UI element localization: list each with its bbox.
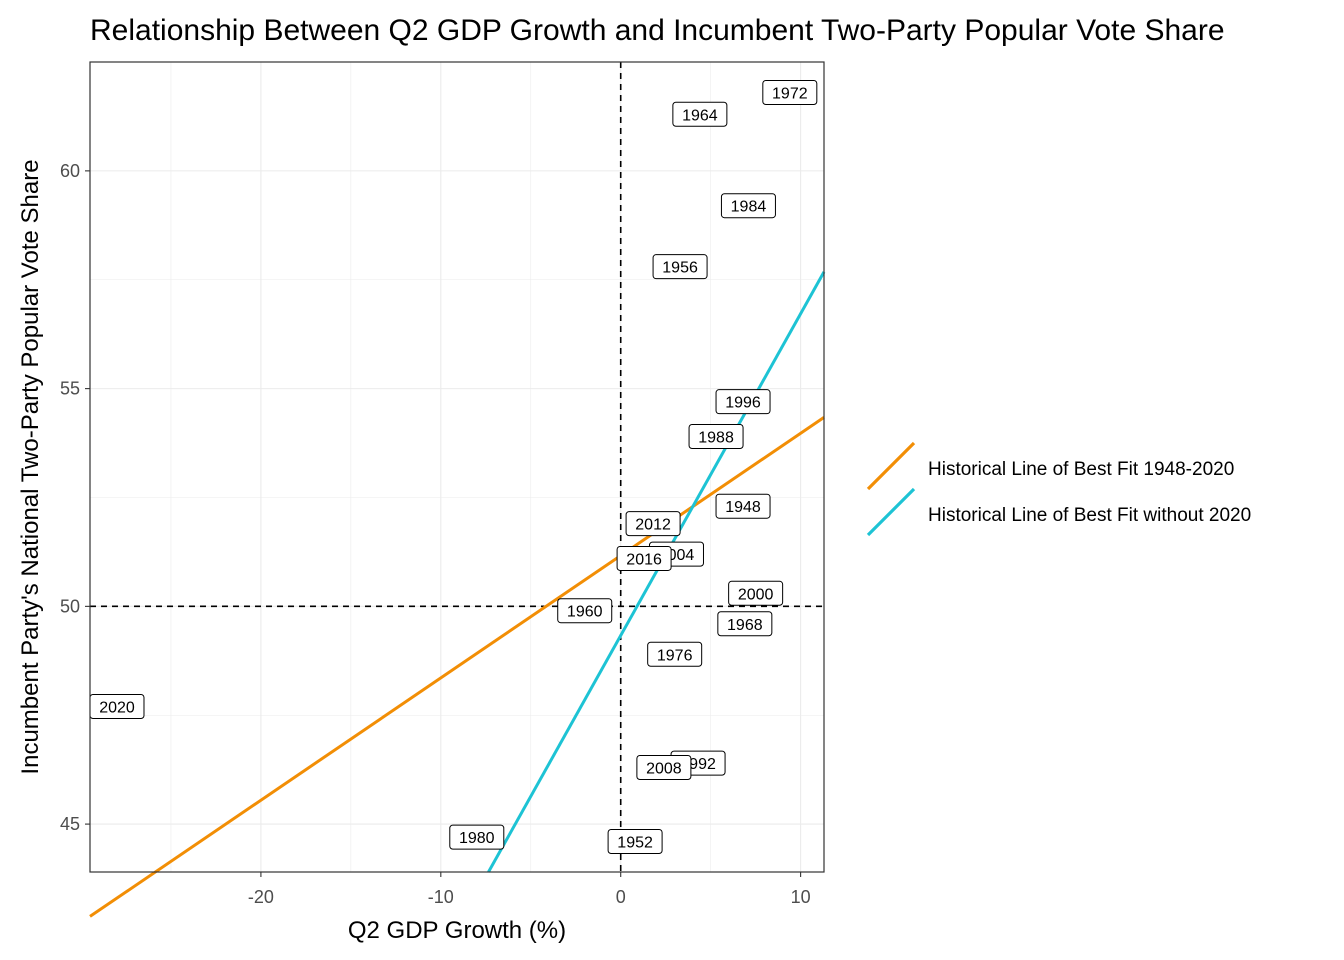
y-tick-label: 60 xyxy=(60,161,80,181)
fit-lines xyxy=(89,271,826,918)
point-label-box xyxy=(720,193,776,219)
point-label-text: 1952 xyxy=(617,835,653,852)
point-label-1964: 1964 xyxy=(672,101,728,127)
point-label-1976: 1976 xyxy=(647,641,703,667)
point-label-text: 1972 xyxy=(772,85,808,102)
legend: Historical Line of Best Fit 1948-2020 His… xyxy=(866,441,1251,537)
point-label-box xyxy=(449,824,505,850)
point-label-text: 1960 xyxy=(567,604,603,621)
point-label-1956: 1956 xyxy=(652,254,708,280)
legend-key xyxy=(866,487,916,537)
y-axis-title: Incumbent Party's National Two-Party Pop… xyxy=(17,159,44,774)
point-label-box xyxy=(717,611,773,637)
plot-background xyxy=(90,62,824,872)
point-label-text: 1988 xyxy=(698,430,734,447)
point-label-text: 2016 xyxy=(626,551,662,568)
y-tick-label: 45 xyxy=(60,814,80,834)
point-label-1952: 1952 xyxy=(607,829,663,855)
y-tick-label: 50 xyxy=(60,596,80,616)
point-label-box xyxy=(652,254,708,280)
point-label-1988: 1988 xyxy=(688,424,744,450)
point-label-2016: 2016 xyxy=(616,545,672,571)
legend-item-2: Historical Line of Best Fit without 2020 xyxy=(866,487,1251,537)
fit-line-1 xyxy=(89,416,825,918)
point-label-text: 1976 xyxy=(657,647,693,664)
point-label-box xyxy=(762,79,818,105)
point-label-box xyxy=(636,754,692,780)
x-tick-label: 10 xyxy=(791,887,811,907)
legend-key xyxy=(866,441,916,491)
point-label-box xyxy=(625,511,681,537)
legend-label: Historical Line of Best Fit without 2020 xyxy=(928,505,1251,526)
point-label-text: 1996 xyxy=(725,395,761,412)
point-label-box xyxy=(607,829,663,855)
point-label-2000: 2000 xyxy=(728,580,784,606)
chart-title: Relationship Between Q2 GDP Growth and I… xyxy=(90,14,1225,47)
y-tick-label: 55 xyxy=(60,379,80,399)
point-label-box xyxy=(728,580,784,606)
point-label-1972: 1972 xyxy=(762,79,818,105)
legend-item-1: Historical Line of Best Fit 1948-2020 xyxy=(866,441,1234,491)
x-tick-label: 0 xyxy=(616,887,626,907)
point-label-1960: 1960 xyxy=(557,598,613,624)
point-label-box xyxy=(616,545,672,571)
point-label-box xyxy=(557,598,613,624)
point-label-box xyxy=(715,493,771,519)
point-label-text: 1964 xyxy=(682,107,718,124)
point-label-text: 2020 xyxy=(99,700,135,717)
point-label-box xyxy=(715,389,771,415)
point-label-text: 1984 xyxy=(731,199,767,216)
point-labels: 1948 1952 1956 1960 1964 1968 1972 1976 1980 1984… xyxy=(89,79,818,855)
x-tick-label: -10 xyxy=(428,887,454,907)
x-tick-label: -20 xyxy=(248,887,274,907)
point-label-text: 1956 xyxy=(662,260,698,277)
point-label-2012: 2012 xyxy=(625,511,681,537)
point-label-1948: 1948 xyxy=(715,493,771,519)
point-label-2020: 2020 xyxy=(89,694,145,720)
point-label-text: 2000 xyxy=(738,586,774,603)
point-label-1980: 1980 xyxy=(449,824,505,850)
legend-label: Historical Line of Best Fit 1948-2020 xyxy=(928,459,1234,480)
point-label-2008: 2008 xyxy=(636,754,692,780)
point-label-box xyxy=(672,101,728,127)
point-label-box xyxy=(647,641,703,667)
point-label-text: 2012 xyxy=(635,517,671,534)
fit-line-2 xyxy=(487,271,826,873)
point-label-1968: 1968 xyxy=(717,611,773,637)
reference-lines xyxy=(90,62,824,872)
point-label-1984: 1984 xyxy=(720,193,776,219)
point-label-text: 2008 xyxy=(646,760,682,777)
axis-ticks: -20 -10 0 10 45 50 55 60 xyxy=(60,161,811,907)
plot-border xyxy=(89,61,825,873)
point-label-text: 1948 xyxy=(725,499,761,516)
x-axis-title: Q2 GDP Growth (%) xyxy=(348,917,566,944)
point-label-box xyxy=(688,424,744,450)
point-label-text: 1968 xyxy=(727,617,763,634)
point-label-text: 1980 xyxy=(459,830,495,847)
point-label-1996: 1996 xyxy=(715,389,771,415)
